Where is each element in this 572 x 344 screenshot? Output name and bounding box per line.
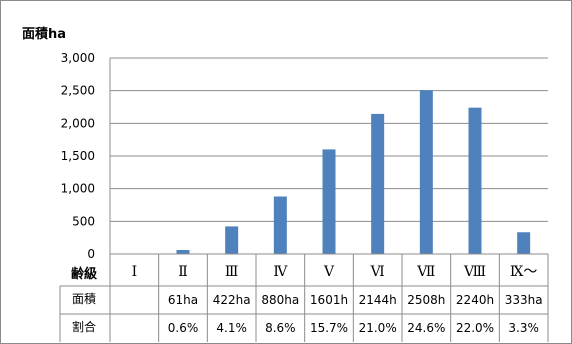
bar — [419, 90, 433, 254]
y-tick-label: 1,500 — [61, 149, 95, 163]
table-cell: 3.3% — [508, 321, 539, 335]
table-cell: 2508h — [407, 293, 445, 307]
table-cell: 422ha — [213, 293, 251, 307]
bar — [225, 226, 239, 254]
bar — [371, 113, 385, 255]
table-cell: 2240h — [456, 293, 494, 307]
table-cell: 8.6% — [265, 321, 296, 335]
y-tick-label: 2,500 — [61, 84, 95, 98]
table-cell: 15.7% — [310, 321, 348, 335]
y-axis-ticks: 0 500 1,000 1,500 2,000 2,500 3,000 — [61, 51, 95, 261]
table-cell: 1601h — [310, 293, 348, 307]
y-tick-label: 0 — [87, 247, 95, 261]
table-cell: 21.0% — [359, 321, 397, 335]
category-label: Ⅴ — [323, 264, 335, 280]
table-cell: 333ha — [505, 293, 543, 307]
bar — [517, 232, 531, 254]
table-cell: 24.6% — [407, 321, 445, 335]
category-label: Ⅲ — [225, 264, 239, 280]
bar — [176, 250, 190, 254]
table-cell: 880ha — [261, 293, 299, 307]
category-label: Ⅶ — [416, 264, 435, 280]
category-label: Ⅱ — [178, 264, 188, 280]
category-label: Ⅰ — [132, 264, 138, 280]
row-label-ratio: 割合 — [72, 319, 96, 334]
y-tick-label: 2,000 — [61, 116, 95, 130]
bars — [176, 90, 531, 255]
category-label: Ⅵ — [370, 264, 385, 280]
data-table-grid — [59, 253, 549, 342]
bar — [322, 149, 336, 254]
category-label: Ⅳ — [273, 264, 288, 280]
table-cell: 0.6% — [168, 321, 199, 335]
table-cell: 4.1% — [216, 321, 247, 335]
y-tick-label: 3,000 — [61, 51, 95, 65]
table-header-label: 齢級 — [71, 266, 97, 282]
data-table: 齢級 面積 割合 Ⅰ Ⅱ Ⅲ Ⅳ Ⅴ Ⅵ Ⅶ Ⅷ Ⅸ～ 61ha 422ha 880ha 1601h 21… — [71, 264, 543, 335]
table-cell: 22.0% — [456, 321, 494, 335]
bar — [468, 107, 482, 254]
y-tick-label: 1,000 — [61, 182, 95, 196]
bar — [273, 196, 287, 254]
table-cell: 2144h — [359, 293, 397, 307]
table-cell: 61ha — [168, 293, 198, 307]
row-label-area: 面積 — [72, 291, 96, 306]
category-label: Ⅷ — [463, 264, 486, 280]
y-tick-label: 500 — [72, 214, 95, 228]
category-label: Ⅸ～ — [510, 264, 538, 280]
chart-title: 面積ha — [22, 26, 66, 42]
